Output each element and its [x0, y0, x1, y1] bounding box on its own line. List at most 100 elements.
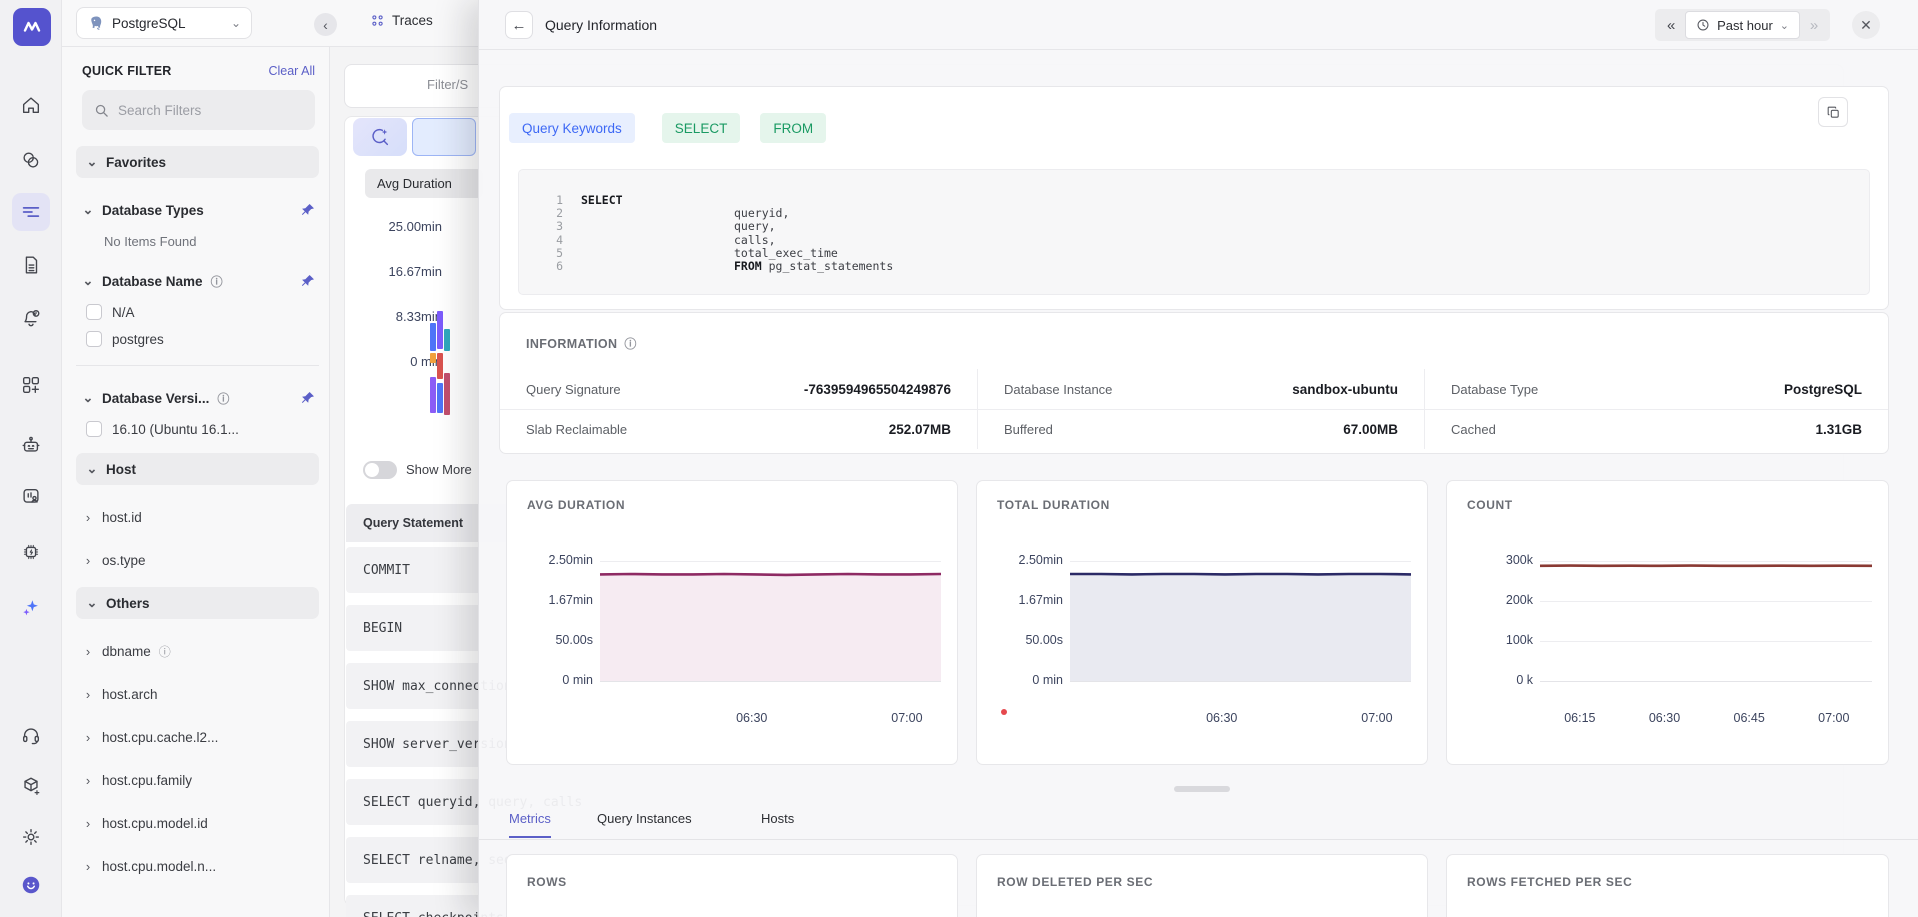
datasource-select[interactable]: PostgreSQL ⌄ — [76, 7, 252, 39]
sidebar-item-document[interactable] — [12, 246, 50, 284]
filter-attr-host-cpu-cache-l2[interactable]: › host.cpu.cache.l2... — [82, 726, 315, 748]
checkbox[interactable] — [86, 421, 102, 437]
filter-checkbox-postgres[interactable]: postgres — [86, 331, 315, 347]
pin-icon[interactable] — [301, 391, 315, 405]
tab-query-instances[interactable]: Query Instances — [597, 811, 692, 826]
sidebar-item-ai-sparkle[interactable] — [12, 589, 50, 627]
show-more-label: Show More — [406, 462, 472, 477]
filter-label: Database Types — [102, 202, 204, 218]
filter-label: Host — [106, 461, 136, 477]
query-keywords-badge: Query Keywords — [509, 113, 635, 143]
chart-y-tick: 1.67min — [1018, 593, 1063, 607]
support-chat-icon — [22, 488, 39, 503]
chart-y-tick: 300k — [1505, 553, 1533, 567]
ai-search-icon — [372, 128, 389, 146]
filter-label: host.cpu.cache.l2... — [102, 729, 219, 745]
info-cell: Query Signature -7639594965504249876 — [500, 369, 977, 409]
checkbox[interactable] — [86, 304, 102, 320]
drag-handle[interactable] — [1174, 786, 1230, 792]
bg-y-tick: 8.33min — [395, 309, 442, 324]
chart-plot-area[interactable]: 06:15 06:30 06:45 07:00 — [1539, 561, 1873, 725]
sql-code-block[interactable]: 1 SELECT 2 queryid, 3 query, 4 calls, 5 total_exe… — [518, 169, 1870, 295]
chart-plot-area[interactable]: 06:30 07:00 — [599, 561, 942, 725]
chevron-right-icon: › — [85, 858, 91, 874]
info-label: Database Type — [1451, 381, 1539, 397]
series-marker-dot — [1001, 709, 1007, 715]
sidebar-item-settings[interactable] — [12, 818, 50, 856]
chevron-right-icon: › — [85, 552, 91, 568]
filter-checkbox-n-a[interactable]: N/A — [86, 304, 315, 320]
chart-plot-area[interactable]: 06:30 07:00 — [1070, 561, 1412, 725]
info-icon: ⓘ — [158, 644, 171, 659]
signoz-wave-icon — [23, 21, 41, 32]
chart-y-tick: 50.00s — [1025, 633, 1063, 647]
filter-search-input[interactable]: Search Filters — [82, 90, 315, 130]
code-line: 4 calls, — [556, 232, 776, 247]
show-more-toggle[interactable] — [363, 461, 397, 479]
filter-pill-host[interactable]: ⌄ Host — [76, 453, 319, 485]
filter-pill-others[interactable]: ⌄ Others — [76, 587, 319, 619]
sidebar-item-avatar[interactable] — [12, 866, 50, 904]
quick-filter-title: QUICK FILTER — [82, 64, 172, 78]
chevron-down-icon: ⌄ — [86, 461, 98, 476]
tab-metrics[interactable]: Metrics — [509, 811, 551, 838]
filter-pill-favorites[interactable]: ⌄ Favorites — [76, 146, 319, 178]
quick-filter-panel: QUICK FILTER Clear All Search Filters ⌄ F… — [62, 47, 330, 917]
sidebar-item-robot[interactable] — [12, 426, 50, 464]
time-forward-button[interactable]: » — [1809, 16, 1819, 34]
sidebar-item-home[interactable] — [12, 86, 50, 124]
filter-header-database-types[interactable]: ⌄ Database Types — [82, 198, 315, 222]
tab-hosts[interactable]: Hosts — [761, 811, 795, 826]
info-cell: Slab Reclaimable 252.07MB — [500, 410, 977, 449]
filter-label: No Items Found — [104, 234, 197, 249]
pin-icon[interactable] — [301, 203, 315, 217]
filter-attr-host-cpu-family[interactable]: › host.cpu.family — [82, 769, 315, 791]
filter-attr-host-id[interactable]: › host.id — [82, 506, 315, 528]
ask-ai-button[interactable] — [353, 118, 407, 156]
collapse-panel-button[interactable]: ‹ — [314, 13, 337, 36]
bg-avg-duration-header[interactable]: Avg Duration — [365, 169, 483, 198]
query-builder-chip[interactable] — [412, 118, 476, 156]
datasource-label: PostgreSQL — [112, 15, 186, 31]
time-back-button[interactable]: « — [1666, 16, 1676, 34]
close-drawer-button[interactable]: ✕ — [1852, 11, 1880, 39]
sidebar-item-alerts[interactable] — [12, 299, 50, 337]
time-range-select[interactable]: Past hour ⌄ — [1685, 11, 1800, 39]
sidebar-item-support-chat[interactable] — [12, 478, 50, 516]
filter-attr-host-cpu-model-n[interactable]: › host.cpu.model.n... — [82, 855, 315, 877]
filter-attr-host-cpu-model-id[interactable]: › host.cpu.model.id — [82, 812, 315, 834]
bg-histogram-bar — [444, 373, 450, 415]
keyword-badge-select: SELECT — [661, 113, 741, 143]
drawer-header: ← Query Information « Past hour ⌄ » ✕ — [479, 0, 1918, 50]
sidebar-item-headset[interactable] — [12, 716, 50, 754]
filter-header-database-name[interactable]: ⌄ Database Name ⓘ — [82, 269, 315, 293]
filter-label: postgres — [112, 331, 164, 347]
filter-attr-os-type[interactable]: › os.type — [82, 549, 315, 571]
sidebar-item-billing[interactable] — [12, 141, 50, 179]
sidebar-item-chip[interactable] — [12, 533, 50, 571]
package-icon — [23, 777, 39, 796]
time-range-controls: « Past hour ⌄ » — [1655, 9, 1830, 41]
info-label: Slab Reclaimable — [526, 422, 628, 437]
filter-checkbox-16-10-ubuntu-16-1[interactable]: 16.10 (Ubuntu 16.1... — [86, 421, 315, 437]
clear-all-link[interactable]: Clear All — [268, 64, 315, 78]
tab-traces[interactable]: Traces — [370, 13, 433, 28]
home-icon — [22, 97, 39, 114]
filter-label: host.cpu.family — [102, 772, 193, 788]
sidebar-item-logs[interactable] — [11, 193, 50, 231]
app-logo[interactable] — [13, 8, 51, 46]
filter-header-database-versi[interactable]: ⌄ Database Versi... ⓘ — [82, 386, 315, 410]
chart-title: AVG DURATION — [527, 498, 626, 512]
chevron-right-icon: › — [85, 509, 91, 525]
back-button[interactable]: ← — [505, 11, 533, 39]
sidebar-item-package[interactable] — [12, 767, 50, 805]
chart-x-tick: 07:00 — [1361, 711, 1393, 725]
filter-attr-dbname[interactable]: › dbname ⓘ — [82, 640, 315, 662]
filter-attr-host-arch[interactable]: › host.arch — [82, 683, 315, 705]
info-value: PostgreSQL — [1783, 381, 1862, 397]
checkbox[interactable] — [86, 331, 102, 347]
code-line: 6 FROM pg_stat_statements — [556, 259, 894, 274]
copy-query-button[interactable] — [1818, 97, 1848, 127]
pin-icon[interactable] — [301, 274, 315, 288]
sidebar-item-dashboards[interactable] — [12, 366, 50, 404]
